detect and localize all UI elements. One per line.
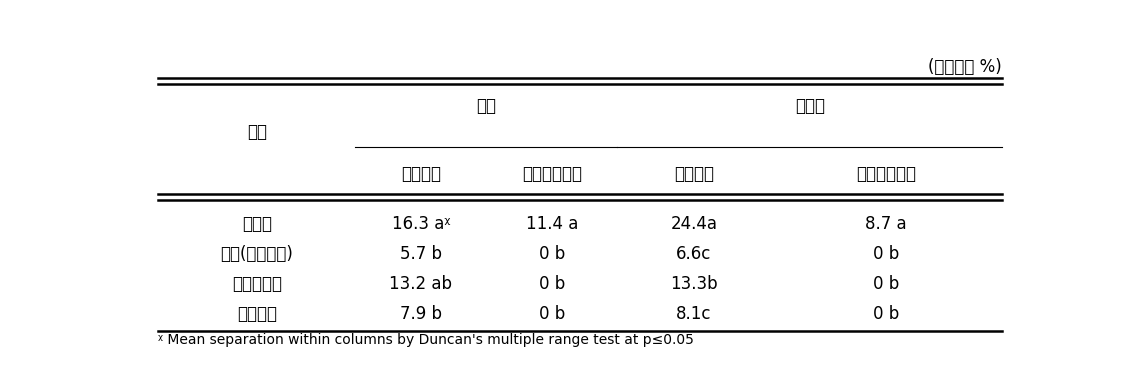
Text: 종합기술: 종합기술: [237, 305, 276, 323]
Text: 은무늬밤나방: 은무늬밤나방: [522, 165, 582, 182]
Text: 무처리: 무처리: [241, 215, 272, 233]
Text: 잎굴파리: 잎굴파리: [400, 165, 441, 182]
Text: 13.2 ab: 13.2 ab: [389, 275, 452, 293]
Text: 적근대: 적근대: [795, 97, 825, 115]
Text: 13.3b: 13.3b: [670, 275, 717, 293]
Text: 비트: 비트: [476, 97, 496, 115]
Text: (발생엽률 %): (발생엽률 %): [928, 59, 1002, 76]
Text: ᵡ Mean separation within columns by Duncan's multiple range test at p≤0.05: ᵡ Mean separation within columns by Dunc…: [158, 333, 695, 347]
Text: 0 b: 0 b: [539, 275, 565, 293]
Text: 5.7 b: 5.7 b: [399, 245, 442, 263]
Text: 친환경자재: 친환경자재: [232, 275, 282, 293]
Text: 0 b: 0 b: [873, 275, 899, 293]
Text: 관행(화학농약): 관행(화학농약): [220, 245, 293, 263]
Text: 0 b: 0 b: [539, 245, 565, 263]
Text: 구분: 구분: [247, 123, 267, 141]
Text: 24.4a: 24.4a: [670, 215, 717, 233]
Text: 8.1c: 8.1c: [676, 305, 712, 323]
Text: 7.9 b: 7.9 b: [399, 305, 442, 323]
Text: 잎굴파리: 잎굴파리: [673, 165, 714, 182]
Text: 0 b: 0 b: [873, 305, 899, 323]
Text: 8.7 a: 8.7 a: [865, 215, 907, 233]
Text: 11.4 a: 11.4 a: [526, 215, 578, 233]
Text: 6.6c: 6.6c: [677, 245, 712, 263]
Text: 은무늬밤나방: 은무늬밤나방: [856, 165, 916, 182]
Text: 0 b: 0 b: [873, 245, 899, 263]
Text: 0 b: 0 b: [539, 305, 565, 323]
Text: 16.3 aᵡ: 16.3 aᵡ: [391, 215, 450, 233]
